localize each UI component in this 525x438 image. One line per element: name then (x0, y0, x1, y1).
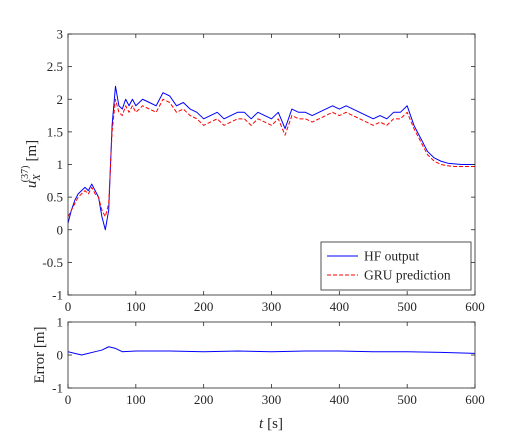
main-x-tick-label: 500 (397, 299, 417, 314)
error-plot-area: 0 100 200 300 400 500 600-101 (52, 315, 485, 408)
main-y-axis-label: uX(37)[m] (20, 140, 43, 188)
main-chart-panel: 0 100 200 300 400 500 600 -1 -0.5 0 0.5 1 1.5 2 2.5 3 u… (20, 27, 485, 315)
legend-box (320, 241, 472, 291)
main-x-tick-label: 400 (330, 299, 350, 314)
main-y-tick-label: 2.5 (47, 59, 63, 74)
legend: HF output GRU prediction (320, 241, 472, 291)
main-x-tick-label: 300 (262, 299, 282, 314)
legend-label-gru-prediction: GRU prediction (364, 268, 451, 283)
main-x-tick-label: 200 (194, 299, 214, 314)
main-x-tick-label: 600 (465, 299, 485, 314)
error-chart-panel: 0 100 200 300 400 500 600-101 Error [m] t [s] (32, 315, 485, 433)
main-series-line-0 (68, 85, 475, 231)
main-y-tick-label: 0 (57, 222, 64, 237)
error-x-tick-label: 400 (330, 392, 350, 407)
error-x-tick-label: 0 (65, 392, 72, 407)
main-plot-area: 0 100 200 300 400 500 600 -1 -0.5 0 0.5 1 1.5 2 2.5 3 (42, 27, 484, 315)
main-y-tick-label: 1 (57, 157, 64, 172)
main-x-tick-label: 100 (126, 299, 146, 314)
main-y-tick-label: 1.5 (47, 124, 63, 139)
error-series-line-0 (68, 346, 475, 356)
error-x-tick-label: 200 (194, 392, 214, 407)
main-y-tick-label: 3 (57, 27, 64, 42)
main-y-tick-label: 0.5 (47, 190, 63, 205)
main-y-tick-label: -1 (52, 288, 63, 303)
error-x-tick-label: 100 (126, 392, 146, 407)
main-x-tick-label: 0 (65, 299, 72, 314)
error-x-tick-label: 600 (465, 392, 485, 407)
error-y-tick-label: 0 (57, 348, 64, 363)
error-x-tick-label: 500 (397, 392, 417, 407)
error-y-tick-label: 1 (57, 315, 64, 330)
error-y-axis-label: Error [m] (32, 326, 48, 383)
main-series-line-1 (68, 98, 475, 218)
main-y-tick-label: -0.5 (42, 255, 63, 270)
legend-label-hf-output: HF output (364, 249, 419, 264)
error-x-tick-label: 300 (262, 392, 282, 407)
time-x-axis-label: t [s] (259, 416, 283, 432)
main-y-tick-label: 2 (57, 92, 64, 107)
error-y-tick-label: -1 (52, 381, 63, 396)
